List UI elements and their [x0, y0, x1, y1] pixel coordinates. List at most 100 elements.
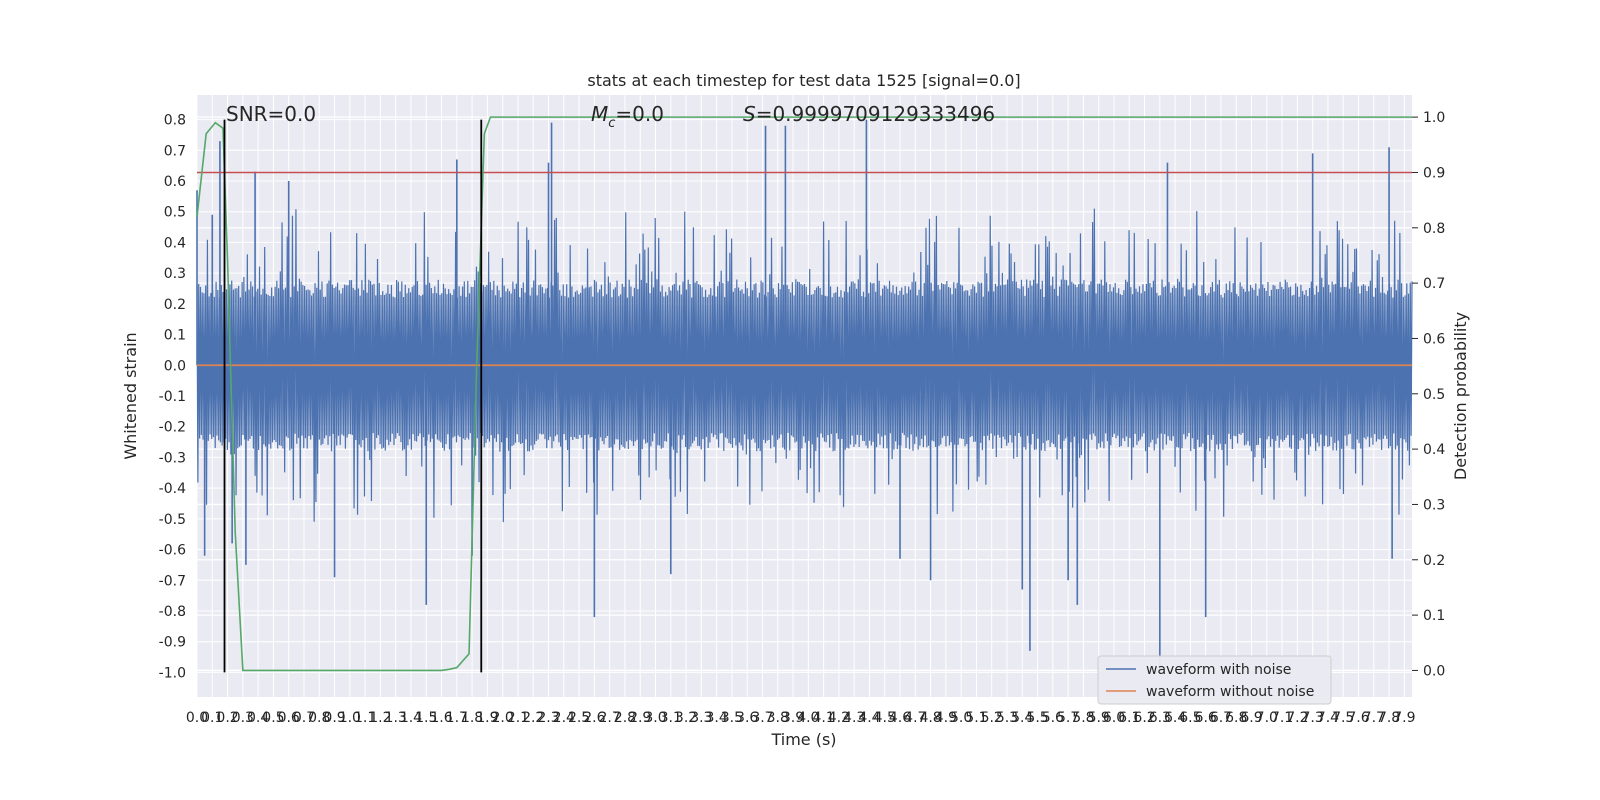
- chart-title: stats at each timestep for test data 152…: [587, 71, 1020, 90]
- x-tick-label: 5.2: [981, 710, 1003, 726]
- x-tick-label: 6.8: [1225, 710, 1247, 726]
- x-tick-label: 5.7: [1057, 710, 1079, 726]
- x-tick-label: 6.9: [1240, 710, 1262, 726]
- x-tick-label: 0.7: [293, 710, 315, 726]
- x-tick-label: 6.4: [1164, 710, 1186, 726]
- x-tick-label: 4.5: [874, 710, 896, 726]
- x-tick-label: 1.8: [461, 710, 483, 726]
- x-tick-label: 3.3: [690, 710, 712, 726]
- x-tick-label: 7.6: [1347, 710, 1369, 726]
- x-tick-label: 6.0: [1103, 710, 1125, 726]
- y2-tick-label: 0.0: [1423, 663, 1445, 679]
- x-tick-label: 2.2: [522, 710, 544, 726]
- y-tick-label: 0.4: [164, 235, 186, 251]
- line-series: [196, 116, 1412, 673]
- y2-tick-label: 0.6: [1423, 331, 1445, 347]
- x-tick-label: 1.6: [430, 710, 452, 726]
- x-tick-label: 0.1: [201, 710, 223, 726]
- x-tick-label: 1.9: [476, 710, 498, 726]
- y2-tick-label: 0.7: [1423, 276, 1445, 292]
- x-tick-label: 7.9: [1393, 710, 1415, 726]
- x-tick-label: 2.7: [599, 710, 621, 726]
- x-tick-label: 2.3: [537, 710, 559, 726]
- chirp-mass-annotation: Mc=0.0: [591, 102, 664, 131]
- x-tick-label: 5.8: [1072, 710, 1094, 726]
- x-tick-label: 5.5: [1026, 710, 1048, 726]
- x-tick-label: 2.5: [568, 710, 590, 726]
- x-tick-label: 3.5: [721, 710, 743, 726]
- legend-label-noise: waveform with noise: [1146, 662, 1291, 678]
- x-tick-label: 6.2: [1133, 710, 1155, 726]
- snr-annotation: SNR=0.0: [226, 102, 316, 126]
- chirp-mass-value: =0.0: [615, 102, 664, 126]
- y-tick-label: -0.1: [159, 389, 186, 405]
- x-tick-label: 0.0: [186, 710, 208, 726]
- x-tick-label: 0.2: [216, 710, 238, 726]
- y-tick-label: -0.5: [159, 512, 186, 528]
- x-tick-label: 3.6: [736, 710, 758, 726]
- y2-tick-label: 1.0: [1423, 110, 1445, 126]
- y2-tick-label: 0.8: [1423, 221, 1445, 237]
- chirp-mass-subscript: c: [608, 116, 615, 131]
- x-tick-label: 3.4: [705, 710, 727, 726]
- x-tick-label: 1.3: [385, 710, 407, 726]
- stat-value: =0.9999709129333496: [756, 102, 995, 126]
- y2-axis-label: Detection probability: [1451, 312, 1470, 480]
- x-tick-label: 7.2: [1286, 710, 1308, 726]
- series-detection-probability: [196, 116, 1412, 672]
- x-tick-label: 2.9: [629, 710, 651, 726]
- x-tick-label: 7.7: [1363, 710, 1385, 726]
- x-tick-label: 1.4: [400, 710, 422, 726]
- x-tick-label: 0.6: [278, 710, 300, 726]
- x-tick-label: 2.6: [583, 710, 605, 726]
- x-tick-label: 1.5: [415, 710, 437, 726]
- x-tick-label: 4.1: [812, 710, 834, 726]
- x-tick-label: 5.9: [1088, 710, 1110, 726]
- x-tick-label: 4.2: [828, 710, 850, 726]
- x-tick-label: 5.1: [965, 710, 987, 726]
- x-tick-label: 2.8: [614, 710, 636, 726]
- y2-tick-label: 0.5: [1423, 387, 1445, 403]
- legend: waveform with noise waveform without noi…: [1097, 655, 1332, 705]
- y-tick-label: 0.3: [164, 266, 186, 282]
- y-tick-label: -0.4: [159, 481, 186, 497]
- x-tick-label: 0.3: [232, 710, 254, 726]
- y-tick-label: 0.2: [164, 297, 186, 313]
- y-axis-label: Whitened strain: [121, 332, 140, 459]
- x-tick-label: 5.3: [996, 710, 1018, 726]
- x-tick-label: 4.9: [935, 710, 957, 726]
- legend-label-clean: waveform without noise: [1146, 684, 1314, 700]
- stat-annotation: S=0.9999709129333496: [743, 102, 995, 126]
- y2-tick-label: 0.4: [1423, 442, 1445, 458]
- y2-tick-label: 0.3: [1423, 497, 1445, 513]
- x-tick-label: 7.0: [1256, 710, 1278, 726]
- x-tick-labels: 0.00.10.20.30.40.50.60.70.80.91.01.11.21…: [186, 710, 1416, 726]
- x-tick-label: 0.5: [262, 710, 284, 726]
- y-tick-label: -0.6: [159, 543, 186, 559]
- x-tick-label: 6.7: [1210, 710, 1232, 726]
- y2-tick-labels: 1.0 0.9 0.8 0.7 0.6 0.5 0.4 0.3 0.2 0.1 0.0: [1412, 110, 1445, 679]
- x-tick-label: 3.9: [782, 710, 804, 726]
- y2-tick-label: 0.1: [1423, 608, 1445, 624]
- x-tick-label: 0.9: [323, 710, 345, 726]
- y-tick-label: 0.5: [164, 205, 186, 221]
- x-tick-label: 0.4: [247, 710, 269, 726]
- y-tick-label: -0.9: [159, 635, 186, 651]
- y-tick-label: -0.8: [159, 604, 186, 620]
- y-tick-label: -1.0: [159, 665, 186, 681]
- noise-series: [196, 119, 1413, 667]
- y-tick-label: -0.7: [159, 573, 186, 589]
- x-tick-label: 4.3: [843, 710, 865, 726]
- x-tick-label: 3.0: [644, 710, 666, 726]
- x-axis-label: Time (s): [770, 730, 836, 749]
- x-tick-label: 2.1: [507, 710, 529, 726]
- legend-box: [1097, 655, 1332, 705]
- x-tick-label: 5.4: [1011, 710, 1033, 726]
- x-tick-label: 3.7: [751, 710, 773, 726]
- x-tick-label: 4.6: [889, 710, 911, 726]
- x-tick-label: 6.6: [1195, 710, 1217, 726]
- y-tick-label: 0.6: [164, 174, 186, 190]
- y2-tick-label: 0.9: [1423, 165, 1445, 181]
- y-tick-label: 0.7: [164, 143, 186, 159]
